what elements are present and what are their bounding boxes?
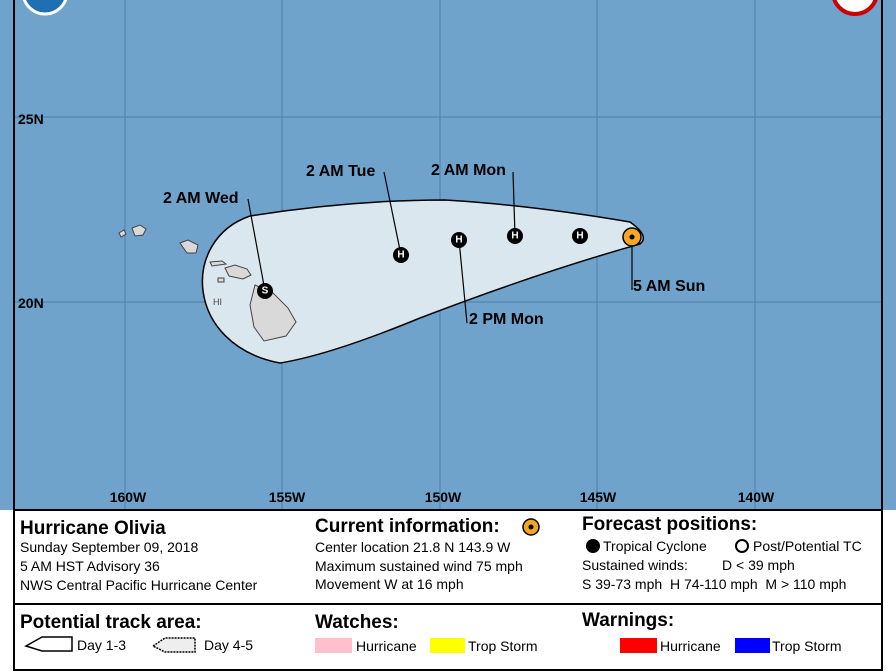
info-text: Tropical Cyclone <box>603 538 707 554</box>
state-label: HI <box>213 297 222 307</box>
logo <box>22 0 68 16</box>
track-cone <box>201 199 645 364</box>
point-label: 2 PM Mon <box>469 311 544 328</box>
islands <box>118 224 297 342</box>
lon-label: 145W <box>580 489 617 505</box>
info-text: Sustained winds: <box>582 557 688 573</box>
storm-name: Hurricane Olivia <box>20 518 166 539</box>
marker-letter: S <box>262 286 269 297</box>
info-text: 5 AM HST Advisory 36 <box>20 558 160 574</box>
legend-text: Day 1-3 <box>77 637 126 653</box>
lon-label: 150W <box>425 489 462 505</box>
marker-letter: H <box>511 231 518 242</box>
lat-label: 25N <box>18 111 44 127</box>
info-text: NWS Central Pacific Hurricane Center <box>20 577 258 593</box>
info-text: Center location 21.8 N 143.9 W <box>315 539 511 555</box>
legend-text: Day 4-5 <box>204 637 253 653</box>
marker-letter: H <box>576 231 583 242</box>
marker-letter: H <box>397 250 404 261</box>
logo <box>832 0 878 16</box>
lon-label: 155W <box>269 489 306 505</box>
info-text: Maximum sustained wind 75 mph <box>315 558 523 574</box>
point-label: 2 AM Wed <box>163 190 239 207</box>
legend-text: Trop Storm <box>468 638 538 654</box>
section-title: Watches: <box>315 612 399 633</box>
leaders <box>247 171 633 324</box>
info-text: D < 39 mph <box>722 557 795 573</box>
lon-label: 140W <box>738 489 775 505</box>
legend-text: Trop Storm <box>772 638 842 654</box>
section-title: Potential track area: <box>20 612 202 633</box>
forecast-markers: H H H H S <box>257 228 588 299</box>
info-text: Sunday September 09, 2018 <box>20 539 198 555</box>
legend-text: Hurricane <box>660 638 721 654</box>
legend-text: Hurricane <box>356 638 417 654</box>
section-title: Current information: <box>315 516 500 537</box>
marker-letter: H <box>455 235 462 246</box>
point-label: 2 AM Tue <box>306 163 375 180</box>
lat-label: 20N <box>18 295 44 311</box>
point-label: 5 AM Sun <box>633 278 705 295</box>
info-text: Post/Potential TC <box>753 538 862 554</box>
section-title: Forecast positions: <box>582 514 757 535</box>
info-text: S 39-73 mph H 74-110 mph M > 110 mph <box>582 576 846 592</box>
section-title: Warnings: <box>582 610 674 631</box>
lon-label: 160W <box>110 489 147 505</box>
point-label: 2 AM Mon <box>431 162 506 179</box>
info-text: Movement W at 16 mph <box>315 576 464 592</box>
